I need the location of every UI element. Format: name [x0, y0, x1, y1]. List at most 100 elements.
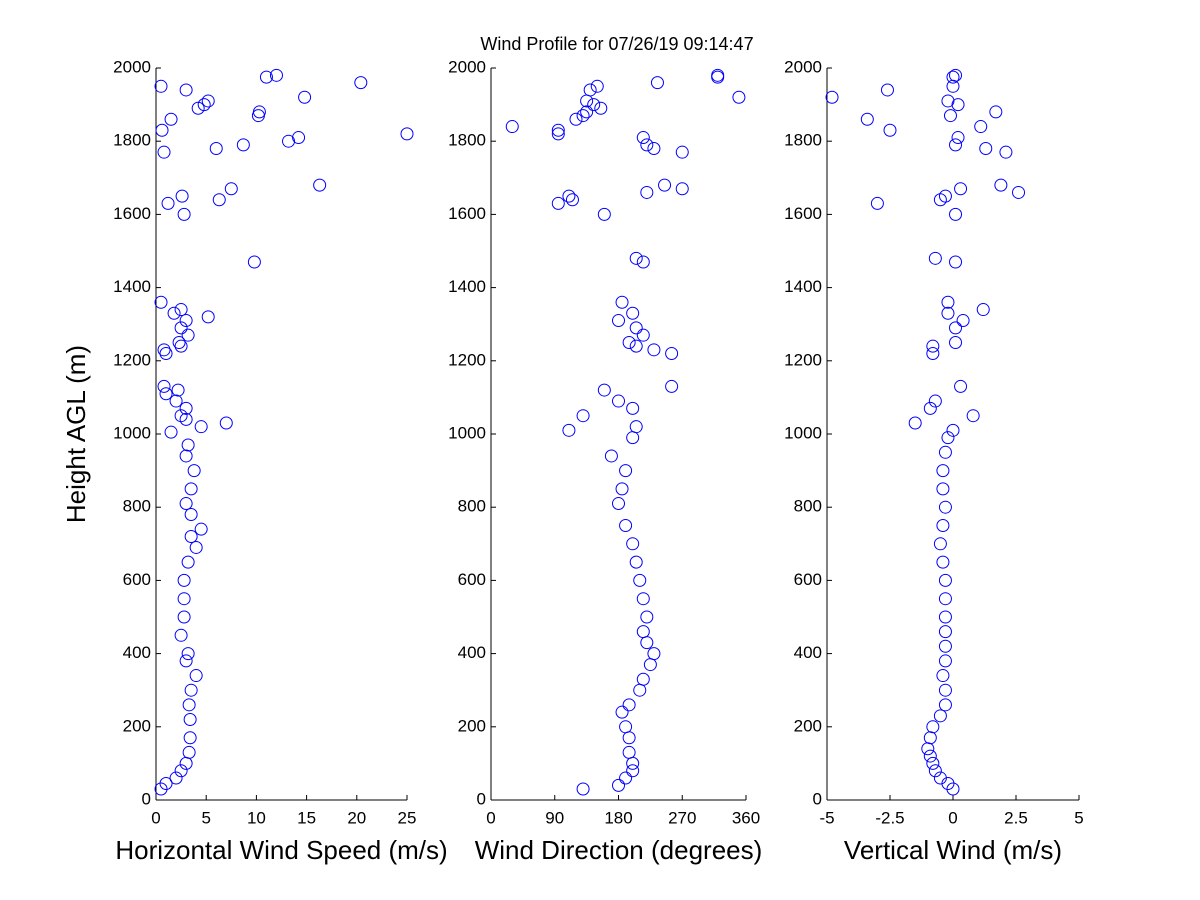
data-point	[933, 193, 947, 207]
y-tick-label: 1600	[448, 204, 486, 223]
data-point	[622, 336, 636, 349]
y-tick-label: 1800	[113, 131, 151, 150]
data-point	[615, 482, 629, 496]
data-point	[565, 193, 579, 207]
data-point	[1012, 185, 1026, 199]
data-point	[177, 207, 191, 221]
data-point	[636, 625, 650, 639]
x-tick-label: 180	[604, 808, 632, 827]
data-point	[938, 500, 952, 514]
x-tick-label: 2.5	[1004, 808, 1028, 827]
data-point	[157, 343, 171, 357]
x-tick-label: 10	[247, 808, 266, 827]
x-tick-label: 270	[668, 808, 696, 827]
data-point	[155, 123, 169, 137]
data-point	[175, 189, 189, 203]
y-tick-label: 1000	[113, 423, 151, 442]
data-point	[936, 464, 950, 478]
data-point	[647, 343, 661, 357]
data-point	[928, 251, 942, 265]
data-point	[636, 328, 650, 342]
data-point	[177, 610, 191, 624]
y-tick-label: 1400	[113, 277, 151, 296]
x-tick-label: -5	[819, 808, 834, 827]
data-point	[157, 379, 171, 393]
data-point	[615, 295, 629, 309]
data-point	[636, 672, 650, 686]
data-point	[551, 127, 565, 141]
data-point	[936, 482, 950, 496]
data-point	[938, 592, 952, 606]
data-point	[908, 416, 922, 430]
y-tick-label: 0	[142, 789, 151, 808]
data-point	[587, 98, 601, 112]
data-point	[675, 182, 689, 196]
data-point	[949, 336, 963, 349]
data-point	[650, 76, 664, 90]
data-point	[619, 720, 633, 734]
data-point	[640, 138, 654, 152]
data-point	[633, 573, 647, 587]
data-point	[209, 142, 223, 156]
data-point	[580, 105, 594, 119]
data-point	[936, 519, 950, 532]
data-point	[224, 182, 238, 196]
data-point	[313, 178, 327, 192]
data-point	[183, 712, 197, 726]
x-tick-label: 5	[201, 808, 210, 827]
data-point	[938, 654, 952, 668]
data-point	[943, 109, 957, 123]
data-point	[181, 438, 195, 452]
y-tick-label: 1800	[448, 131, 486, 150]
data-point	[551, 123, 565, 137]
data-point	[949, 68, 963, 82]
data-point	[189, 669, 203, 683]
y-tick-label: 0	[813, 789, 822, 808]
y-tick-label: 1200	[113, 350, 151, 369]
data-point	[179, 654, 193, 668]
y-tick-label: 400	[458, 643, 486, 662]
data-point	[174, 628, 188, 642]
data-point	[183, 731, 197, 745]
data-point	[177, 592, 191, 606]
data-point	[179, 401, 193, 415]
data-point	[201, 310, 215, 324]
data-point	[505, 120, 519, 134]
data-point	[169, 771, 183, 785]
data-point	[626, 401, 640, 415]
data-point	[197, 98, 211, 112]
data-point	[219, 416, 233, 430]
data-point	[569, 112, 583, 126]
data-point	[184, 508, 198, 522]
x-tick-label: 90	[545, 808, 564, 827]
data-point	[179, 314, 193, 328]
data-point	[184, 683, 198, 697]
data-point	[619, 771, 633, 785]
data-point	[949, 207, 963, 221]
data-point	[594, 101, 608, 115]
data-point	[619, 464, 633, 478]
data-point	[860, 112, 874, 126]
data-point	[583, 83, 597, 97]
data-point	[647, 647, 661, 661]
data-point	[938, 698, 952, 712]
data-point	[174, 303, 188, 317]
y-tick-label: 200	[794, 716, 822, 735]
x-axis-label: Vertical Wind (m/s)	[844, 835, 1062, 865]
y-tick-label: 2000	[448, 57, 486, 76]
data-point	[167, 306, 181, 320]
data-point	[612, 497, 625, 511]
data-point	[400, 127, 414, 141]
y-tick-label: 1800	[784, 131, 822, 150]
data-point	[615, 705, 629, 719]
data-point	[928, 394, 942, 408]
y-tick-label: 0	[477, 789, 486, 808]
data-point	[626, 537, 640, 551]
data-point	[880, 83, 894, 97]
data-point	[169, 394, 183, 408]
data-point	[159, 777, 173, 791]
data-point	[177, 573, 191, 587]
data-point	[159, 387, 173, 401]
data-point	[946, 423, 960, 437]
x-tick-label: 360	[732, 808, 760, 827]
